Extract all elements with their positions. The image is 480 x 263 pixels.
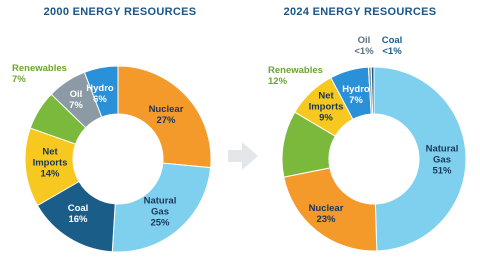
- category-label: Coal: [67, 203, 89, 214]
- category-label: Hydro: [86, 83, 114, 94]
- donut-segment: [370, 66, 375, 115]
- value-label: 7%: [12, 74, 26, 85]
- value-label: 51%: [432, 165, 452, 177]
- value-label: 23%: [316, 214, 336, 225]
- category-label: Renewables: [12, 63, 67, 74]
- segment-label: Hydro 6%: [85, 83, 115, 105]
- donut-segment: [117, 65, 212, 169]
- value-label: 25%: [150, 217, 170, 229]
- donut-segment: [111, 162, 212, 253]
- category-label: Net Imports: [308, 90, 344, 113]
- chart-title: 2024 ENERGY RESOURCES: [283, 6, 437, 18]
- segment-label: Natural Gas 51%: [422, 144, 462, 177]
- category-label: Hydro: [342, 84, 370, 95]
- segment-label: Hydro 7%: [341, 84, 371, 106]
- segment-label: Natural Gas 25%: [140, 196, 180, 229]
- segment-label: Net Imports 14%: [32, 147, 68, 180]
- category-label: Oil: [69, 89, 83, 100]
- segment-label: Coal 16%: [58, 203, 98, 225]
- segment-label: Oil <1%: [349, 35, 379, 57]
- value-label: 7%: [69, 100, 83, 111]
- segment-label: Net Imports 9%: [308, 91, 344, 124]
- value-label: 7%: [349, 95, 363, 106]
- arrow: [228, 142, 258, 170]
- segment-label: Renewables 12%: [268, 65, 328, 87]
- chart-title: 2000 ENERGY RESOURCES: [43, 6, 197, 18]
- segment-label: Coal <1%: [377, 35, 407, 57]
- segment-label: Nuclear 27%: [141, 104, 191, 126]
- category-label: Nuclear: [148, 104, 184, 115]
- value-label: <1%: [382, 46, 402, 57]
- category-label: Net Imports: [32, 146, 68, 169]
- value-label: 16%: [68, 214, 88, 225]
- value-label: 14%: [40, 168, 60, 180]
- category-label: Natural Gas: [425, 143, 459, 166]
- donut-segment: [373, 66, 467, 252]
- segment-label: Renewables 7%: [12, 63, 72, 85]
- segment-label: Oil 7%: [61, 89, 91, 111]
- category-label: Coal: [381, 35, 403, 46]
- segment-label: Nuclear 23%: [301, 203, 351, 225]
- donut-segment: [283, 167, 378, 252]
- value-label: 12%: [268, 76, 288, 87]
- value-label: 9%: [319, 112, 333, 124]
- value-label: <1%: [354, 46, 374, 57]
- category-label: Renewables: [268, 65, 323, 76]
- value-label: 6%: [93, 94, 107, 105]
- category-label: Oil: [357, 35, 371, 46]
- donut-segment: [83, 65, 119, 118]
- value-label: 27%: [156, 115, 176, 126]
- category-label: Nuclear: [308, 203, 344, 214]
- category-label: Natural Gas: [143, 195, 177, 218]
